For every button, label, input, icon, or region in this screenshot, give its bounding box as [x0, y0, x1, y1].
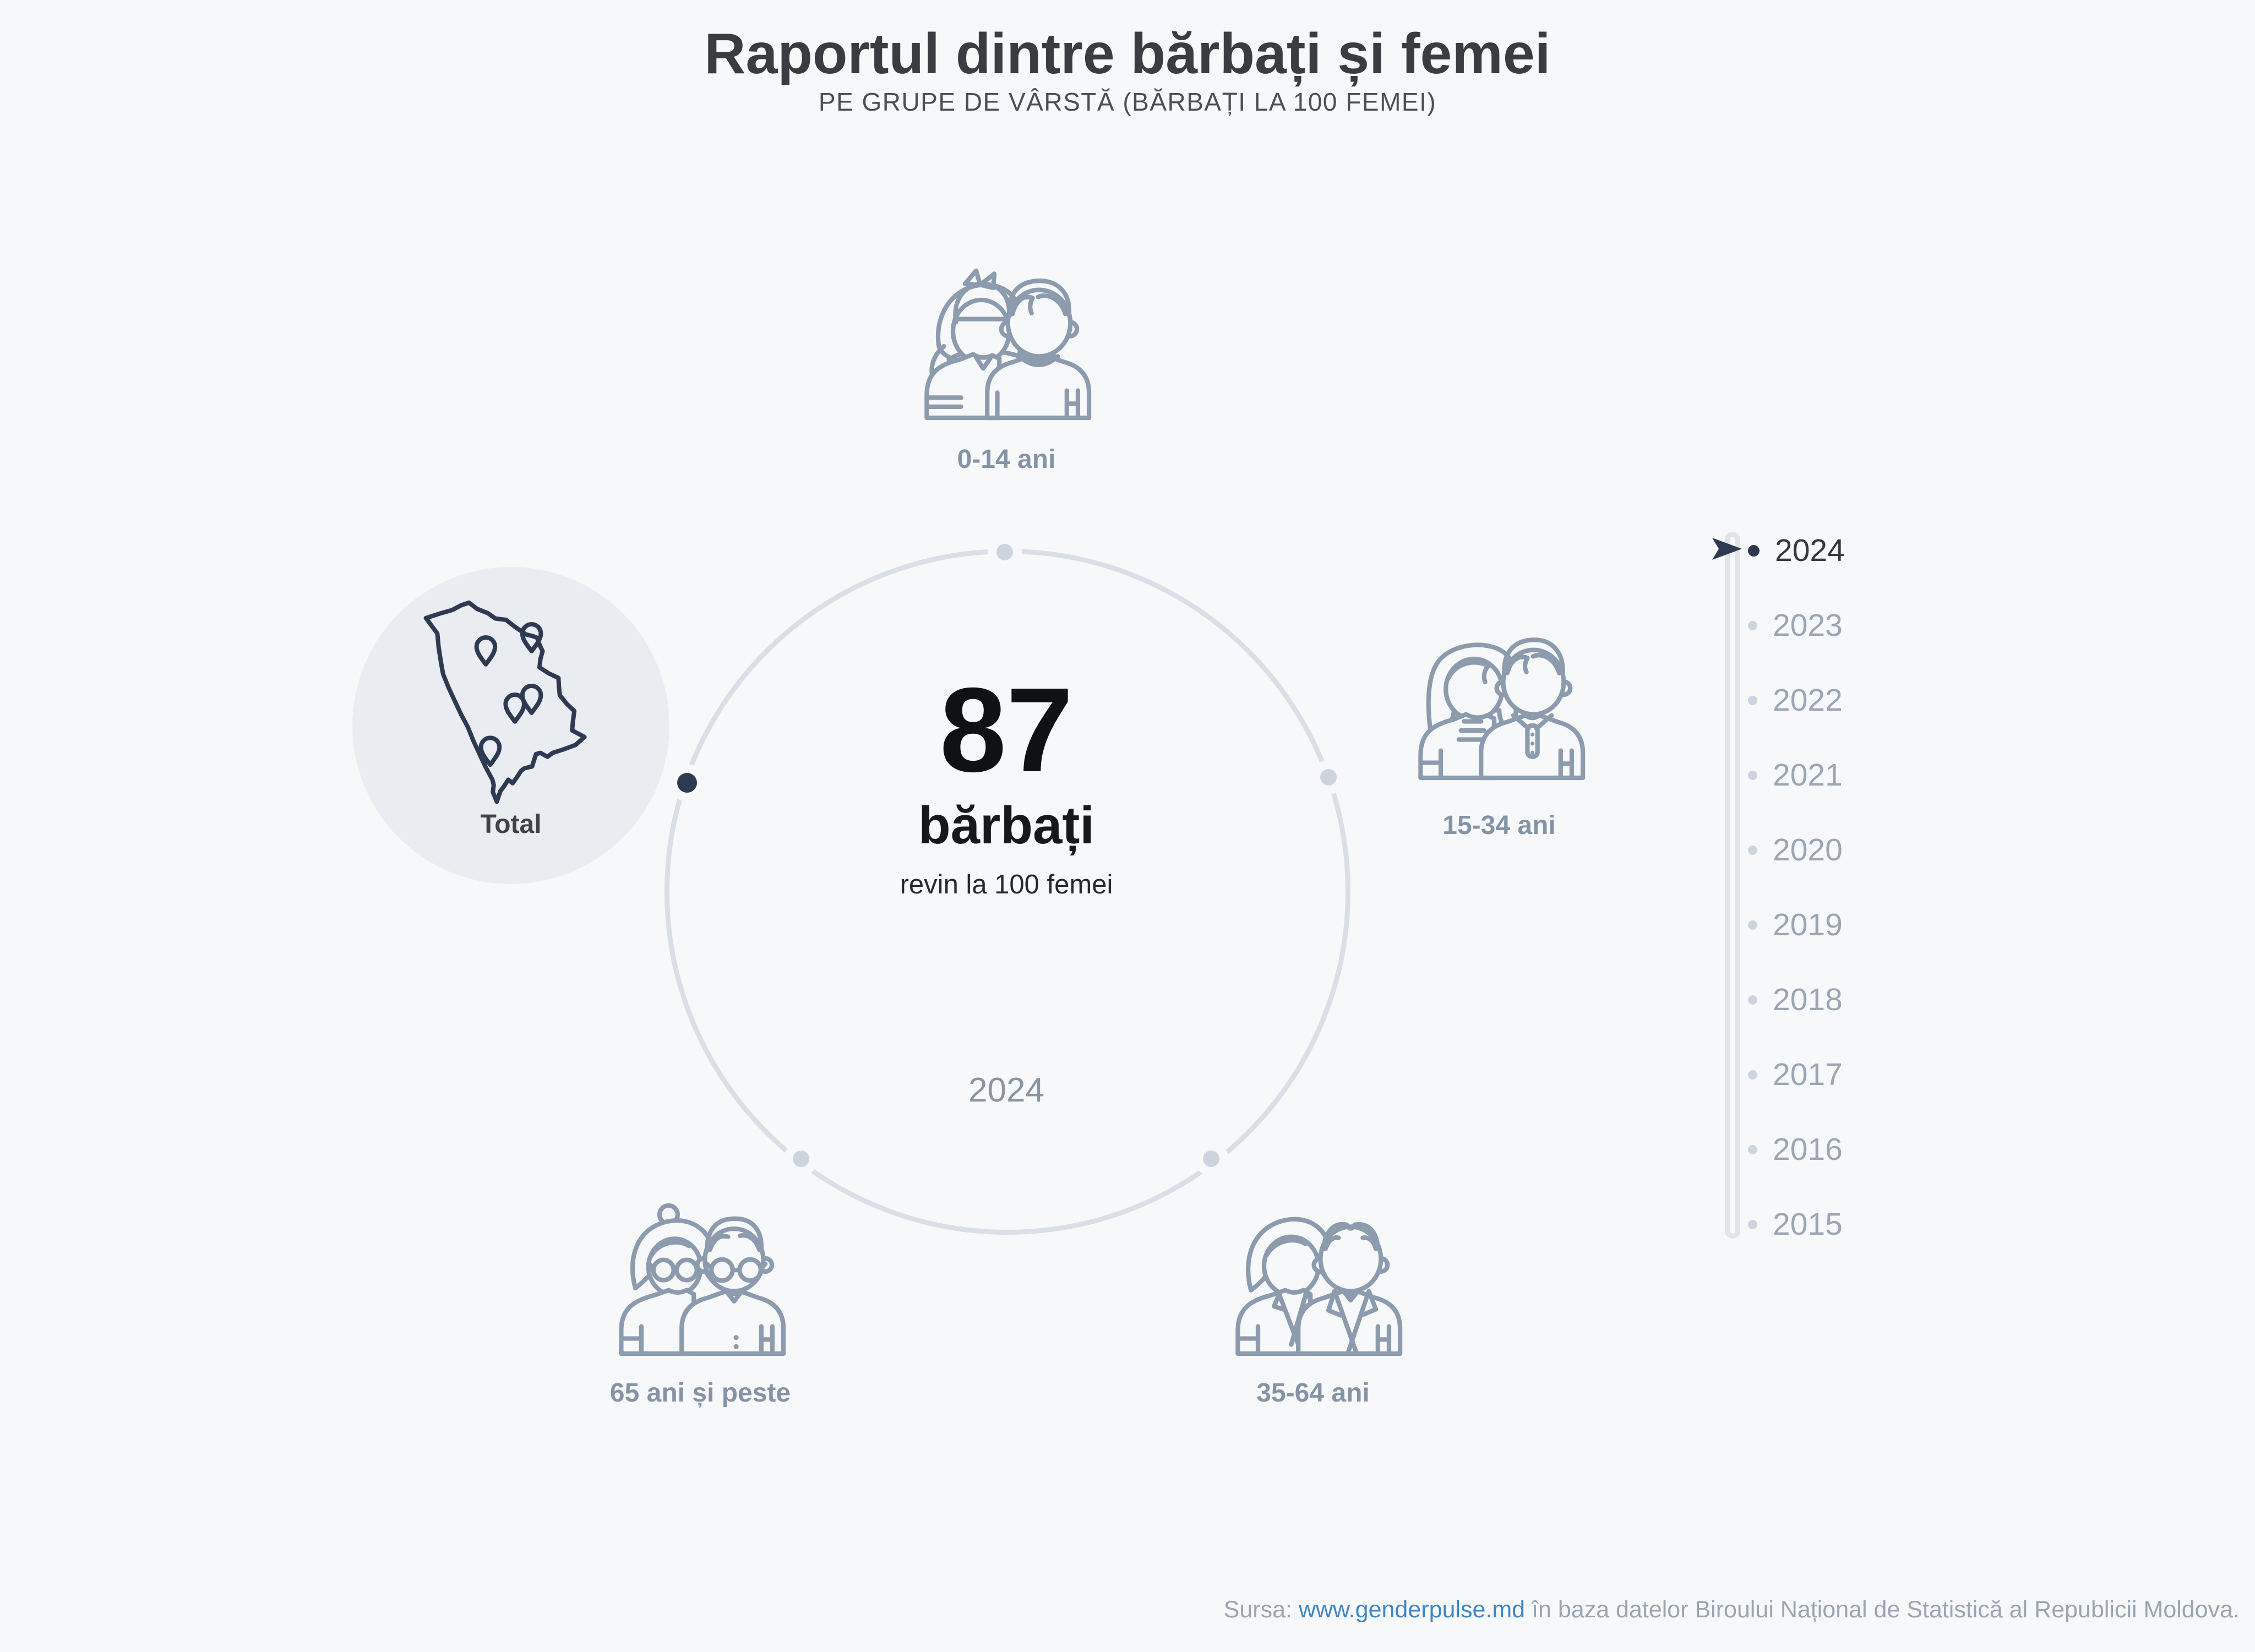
- age-group-children-label: 0-14 ani: [957, 445, 1056, 474]
- source-link[interactable]: www.genderpulse.md: [1298, 1596, 1526, 1623]
- timeline-year-2015[interactable]: 2015: [1748, 1204, 1843, 1244]
- kpi-value: 87: [939, 663, 1074, 797]
- year-label: 2017: [1773, 1056, 1843, 1092]
- year-dot: [1748, 995, 1757, 1005]
- age-group-seniors[interactable]: [610, 1193, 792, 1362]
- map-pin-blue-northeast: [520, 622, 543, 653]
- seniors-icon: [619, 1203, 786, 1356]
- year-dot: [1748, 1219, 1757, 1229]
- map-pin-blue-south: [478, 735, 502, 767]
- timeline-year-2024[interactable]: 2024: [1748, 531, 1845, 570]
- connector-dot-children: [996, 544, 1013, 560]
- age-group-total-label: Total: [480, 810, 542, 839]
- year-dot: [1748, 770, 1757, 780]
- timeline-track: [1725, 532, 1740, 1239]
- connector-dot-adults: [1203, 1151, 1219, 1167]
- timeline-year-2017[interactable]: 2017: [1748, 1055, 1843, 1094]
- year-label: 2015: [1773, 1206, 1843, 1242]
- connector-dot-young: [1320, 769, 1337, 786]
- age-group-adults-label: 35-64 ani: [1256, 1378, 1370, 1408]
- year-label: 2021: [1773, 757, 1843, 793]
- young-adults-icon: [1418, 637, 1586, 781]
- map-pin-orange-center: [520, 684, 543, 715]
- selected-year-arrow-icon: [1712, 538, 1742, 560]
- timeline-year-2016[interactable]: 2016: [1748, 1130, 1843, 1169]
- timeline-year-2018[interactable]: 2018: [1748, 980, 1843, 1019]
- year-dot: [1748, 695, 1757, 705]
- kpi-unit: bărbați: [918, 796, 1095, 855]
- timeline-year-2020[interactable]: 2020: [1748, 830, 1843, 870]
- age-group-children[interactable]: [916, 258, 1097, 427]
- moldova-map-icon: [423, 600, 587, 804]
- timeline-year-2019[interactable]: 2019: [1748, 905, 1843, 945]
- year-label: 2023: [1773, 607, 1843, 643]
- map-pin-blue-center: [503, 693, 526, 724]
- age-group-young[interactable]: [1409, 618, 1591, 787]
- year-label: 2019: [1773, 907, 1843, 942]
- year-dot: [1748, 1144, 1757, 1154]
- year-label: 2020: [1773, 832, 1843, 868]
- age-group-seniors-label: 65 ani și peste: [609, 1378, 791, 1408]
- page-title: Raportul dintre bărbați și femei: [704, 22, 1551, 86]
- kpi-caption: revin la 100 femei: [900, 870, 1113, 899]
- timeline-year-2021[interactable]: 2021: [1748, 755, 1843, 795]
- year-dot: [1748, 1070, 1757, 1079]
- map-pin-orange-north: [474, 635, 498, 667]
- age-group-total[interactable]: [352, 567, 669, 884]
- year-label: 2016: [1773, 1131, 1843, 1167]
- year-dot: [1748, 544, 1760, 557]
- year-label: 2024: [1775, 532, 1845, 568]
- age-group-adults[interactable]: [1227, 1193, 1408, 1362]
- year-dot: [1748, 920, 1757, 930]
- year-label: 2018: [1773, 982, 1843, 1017]
- age-group-young-label: 15-34 ani: [1442, 811, 1556, 840]
- moldova-outline: [423, 600, 587, 804]
- page-subtitle: PE GRUPE DE VÂRSTĂ (BĂRBAȚI LA 100 FEMEI…: [818, 88, 1437, 116]
- timeline-year-2023[interactable]: 2023: [1748, 606, 1843, 645]
- timeline-year-2022[interactable]: 2022: [1748, 680, 1843, 720]
- adults-icon: [1235, 1217, 1403, 1356]
- source-prefix: Sursa:: [1223, 1596, 1292, 1623]
- year-dot: [1748, 620, 1757, 630]
- year-label: 2022: [1773, 682, 1843, 718]
- connector-dot-seniors: [793, 1151, 809, 1167]
- source-suffix: în baza datelor Biroului Național de Sta…: [1532, 1596, 2240, 1623]
- children-icon: [924, 268, 1092, 421]
- source-line: Sursa: www.genderpulse.md în baza datelo…: [1224, 1596, 2240, 1623]
- year-dot: [1748, 845, 1757, 855]
- connector-dot-total-selected: [677, 773, 697, 793]
- kpi-selected-year: 2024: [968, 1071, 1044, 1109]
